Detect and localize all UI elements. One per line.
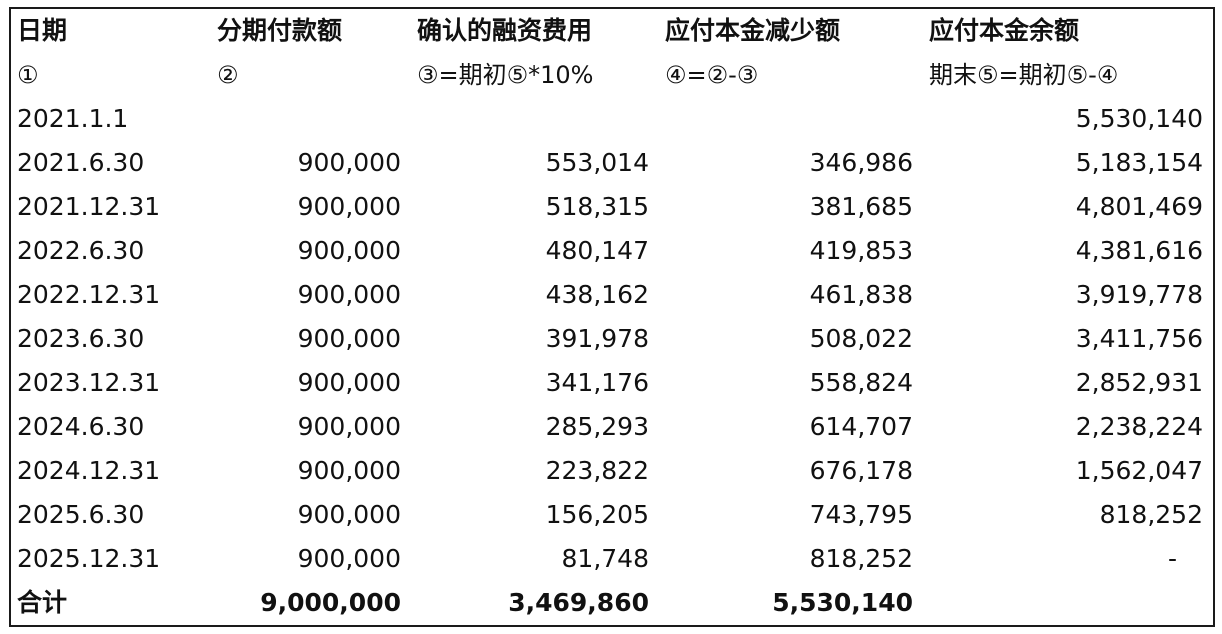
table-row: 2022.6.30 900,000 480,147 419,853 4,381,616 — [11, 229, 1213, 273]
cell-principal-reduction: 346,986 — [809, 148, 913, 177]
cell-date: 2021.1.1 — [17, 104, 129, 133]
cell-date: 2021.12.31 — [17, 192, 161, 221]
cell-finance-cost — [411, 97, 659, 141]
cell-finance-cost: 518,315 — [545, 192, 649, 221]
cell-finance-cost: 156,205 — [545, 500, 649, 529]
cell-principal-balance: 3,411,756 — [1075, 324, 1203, 353]
total-label: 合计 — [17, 588, 68, 617]
cell-principal-reduction: 743,795 — [809, 500, 913, 529]
cell-finance-cost: 223,822 — [545, 456, 649, 485]
cell-principal-reduction: 508,022 — [809, 324, 913, 353]
cell-principal-balance: 5,183,154 — [1075, 148, 1203, 177]
total-principal-balance — [923, 581, 1213, 625]
cell-principal-balance: 3,919,778 — [1075, 280, 1203, 309]
formula-principal-balance: 期末⑤=期初⑤-④ — [929, 61, 1119, 89]
table-row: 2021.6.30 900,000 553,014 346,986 5,183,154 — [11, 141, 1213, 185]
cell-finance-cost: 285,293 — [545, 412, 649, 441]
cell-installment: 900,000 — [297, 280, 401, 309]
total-row: 合计 9,000,000 3,469,860 5,530,140 — [11, 581, 1213, 625]
total-finance-cost: 3,469,860 — [508, 588, 649, 617]
total-installment: 9,000,000 — [260, 588, 401, 617]
cell-date: 2021.6.30 — [17, 148, 145, 177]
table-row: 2024.6.30 900,000 285,293 614,707 2,238,224 — [11, 405, 1213, 449]
cell-principal-reduction: 461,838 — [809, 280, 913, 309]
cell-date: 2025.12.31 — [17, 544, 161, 573]
formula-principal-reduction: ④=②-③ — [665, 61, 759, 89]
cell-date: 2023.6.30 — [17, 324, 145, 353]
cell-installment: 900,000 — [297, 236, 401, 265]
cell-installment — [211, 97, 411, 141]
amortization-table-frame: 日期 分期付款额 确认的融资费用 应付本金减少额 应付本金余额 ① ② ③=期初… — [9, 7, 1215, 627]
cell-installment: 900,000 — [297, 500, 401, 529]
cell-date: 2022.12.31 — [17, 280, 161, 309]
cell-finance-cost: 480,147 — [545, 236, 649, 265]
cell-principal-balance: 4,381,616 — [1075, 236, 1203, 265]
header-principal-balance: 应付本金余额 — [929, 16, 1080, 45]
header-installment: 分期付款额 — [217, 16, 343, 45]
table-row: 2023.6.30 900,000 391,978 508,022 3,411,756 — [11, 317, 1213, 361]
cell-principal-reduction: 419,853 — [809, 236, 913, 265]
cell-finance-cost: 391,978 — [545, 324, 649, 353]
cell-finance-cost: 553,014 — [545, 148, 649, 177]
table-row: 2021.12.31 900,000 518,315 381,685 4,801,469 — [11, 185, 1213, 229]
cell-principal-balance: 4,801,469 — [1075, 192, 1203, 221]
amortization-table: 日期 分期付款额 确认的融资费用 应付本金减少额 应付本金余额 ① ② ③=期初… — [11, 9, 1213, 625]
cell-installment: 900,000 — [297, 192, 401, 221]
cell-date: 2023.12.31 — [17, 368, 161, 397]
cell-principal-balance: 2,238,224 — [1075, 412, 1203, 441]
cell-installment: 900,000 — [297, 456, 401, 485]
cell-date: 2025.6.30 — [17, 500, 145, 529]
cell-principal-reduction: 558,824 — [809, 368, 913, 397]
cell-principal-reduction: 676,178 — [809, 456, 913, 485]
cell-principal-balance: 818,252 — [1099, 500, 1203, 529]
cell-date: 2024.6.30 — [17, 412, 145, 441]
table-row: 2024.12.31 900,000 223,822 676,178 1,562,047 — [11, 449, 1213, 493]
cell-principal-reduction: 614,707 — [809, 412, 913, 441]
cell-principal-reduction — [659, 97, 923, 141]
header-finance-cost: 确认的融资费用 — [417, 16, 593, 45]
cell-finance-cost: 81,748 — [561, 544, 649, 573]
cell-principal-balance: 2,852,931 — [1075, 368, 1203, 397]
header-date: 日期 — [17, 16, 68, 45]
cell-principal-reduction: 818,252 — [809, 544, 913, 573]
table-row: 2023.12.31 900,000 341,176 558,824 2,852,931 — [11, 361, 1213, 405]
formula-row: ① ② ③=期初⑤*10% ④=②-③ 期末⑤=期初⑤-④ — [11, 53, 1213, 97]
table-row: 2021.1.1 5,530,140 — [11, 97, 1213, 141]
formula-installment: ② — [217, 61, 239, 89]
cell-installment: 900,000 — [297, 368, 401, 397]
header-row: 日期 分期付款额 确认的融资费用 应付本金减少额 应付本金余额 — [11, 9, 1213, 53]
cell-principal-balance: 5,530,140 — [1075, 104, 1203, 133]
table-row: 2022.12.31 900,000 438,162 461,838 3,919,778 — [11, 273, 1213, 317]
cell-principal-balance: 1,562,047 — [1075, 456, 1203, 485]
cell-installment: 900,000 — [297, 544, 401, 573]
header-principal-reduction: 应付本金减少额 — [665, 16, 841, 45]
formula-finance-cost: ③=期初⑤*10% — [417, 61, 594, 89]
cell-installment: 900,000 — [297, 412, 401, 441]
cell-date: 2022.6.30 — [17, 236, 145, 265]
cell-principal-balance: - — [1167, 544, 1177, 573]
cell-installment: 900,000 — [297, 324, 401, 353]
formula-date: ① — [17, 61, 39, 89]
cell-installment: 900,000 — [297, 148, 401, 177]
cell-principal-reduction: 381,685 — [809, 192, 913, 221]
total-principal-reduction: 5,530,140 — [772, 588, 913, 617]
cell-date: 2024.12.31 — [17, 456, 161, 485]
table-row: 2025.12.31 900,000 81,748 818,252 - — [11, 537, 1213, 581]
cell-finance-cost: 341,176 — [545, 368, 649, 397]
table-row: 2025.6.30 900,000 156,205 743,795 818,252 — [11, 493, 1213, 537]
cell-finance-cost: 438,162 — [545, 280, 649, 309]
